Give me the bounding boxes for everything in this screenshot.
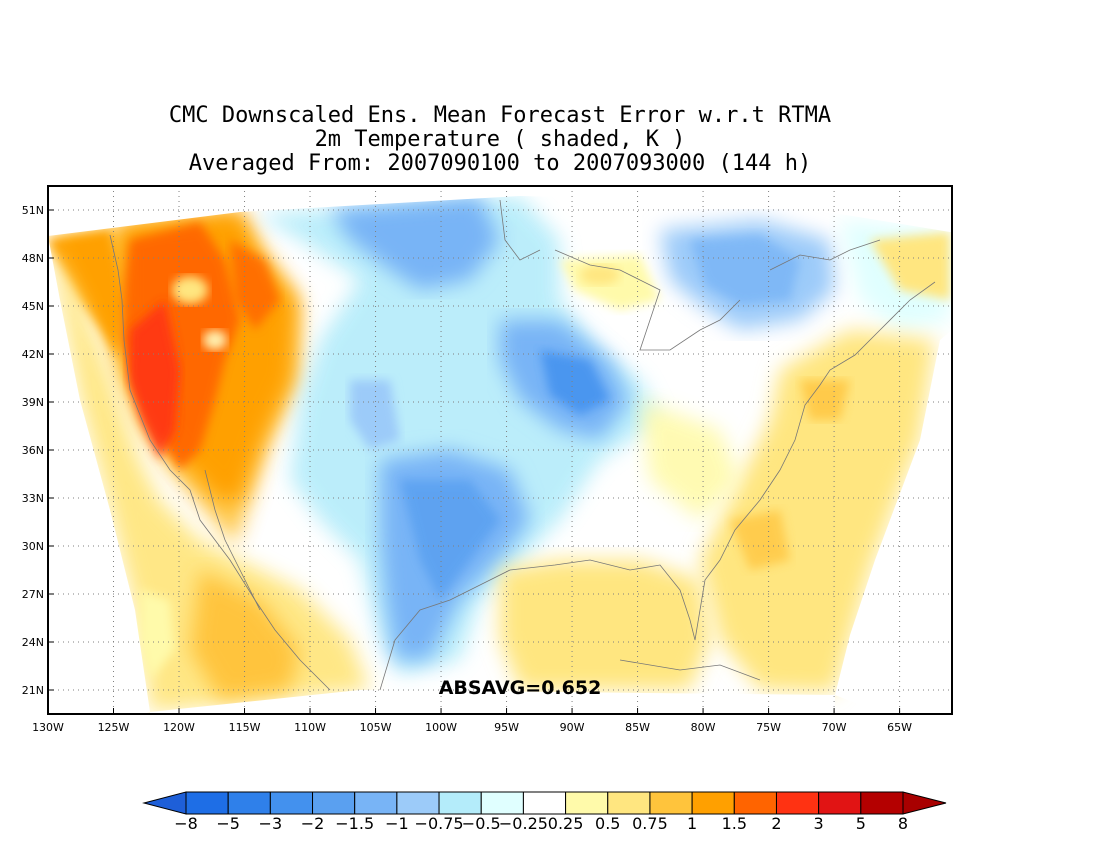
title-line-3: Averaged From: 2007090100 to 2007093000 … <box>188 151 812 176</box>
lon-tick-label: 95W <box>494 721 519 734</box>
colorbar-swatch <box>522 791 567 815</box>
colorbar-label: 0.5 <box>595 814 620 833</box>
absavg-annotation: ABSAVG=0.652 <box>439 677 602 699</box>
colorbar-label: −8 <box>174 814 198 833</box>
colorbar-over-arrow <box>902 791 947 815</box>
lon-tick-label: 80W <box>691 721 716 734</box>
colorbar-label: 0.25 <box>548 814 584 833</box>
lon-tick-label: 75W <box>756 721 781 734</box>
lat-tick-label: 39N <box>22 396 44 409</box>
colorbar-label: −0.25 <box>499 814 548 833</box>
lon-tick-label: 65W <box>887 721 912 734</box>
colorbar-label: 1 <box>687 814 697 833</box>
lon-tick-label: 130W <box>32 721 64 734</box>
lat-tick-label: 33N <box>22 492 44 505</box>
colorbar-swatch <box>649 791 693 815</box>
colorbar-swatch <box>396 791 440 815</box>
lon-tick-label: 120W <box>163 721 195 734</box>
colorbar-swatch <box>775 791 820 815</box>
colorbar-label: −0.75 <box>415 814 464 833</box>
lat-tick-label: 21N <box>22 684 44 697</box>
colorbar-swatch <box>438 791 482 815</box>
lat-tick-label: 48N <box>22 252 44 265</box>
lon-tick-label: 105W <box>360 721 392 734</box>
coastlines <box>109 199 936 691</box>
colorbar-label: 8 <box>898 814 908 833</box>
lat-tick-label: 27N <box>22 588 44 601</box>
axis-ticks: 51N 48N 45N 42N 39N 36N 33N 30N 27N 24N 21N 130W 125… <box>22 204 912 734</box>
title-line-1: CMC Downscaled Ens. Mean Forecast Error … <box>168 103 832 128</box>
colorbar-swatch <box>312 791 356 815</box>
colorbar-label: −0.5 <box>462 814 501 833</box>
colorbar-swatch <box>269 791 314 815</box>
colorbar-swatch <box>185 791 229 815</box>
lat-lon-grid <box>48 186 952 714</box>
title-line-2: 2m Temperature ( shaded, K ) <box>314 127 686 152</box>
lon-tick-label: 125W <box>98 721 130 734</box>
lon-tick-label: 115W <box>229 721 261 734</box>
error-field <box>48 186 952 714</box>
lat-tick-label: 45N <box>22 300 44 313</box>
colorbar-label: −1.5 <box>335 814 374 833</box>
colorbar-label: −5 <box>216 814 240 833</box>
colorbar-label: −2 <box>301 814 325 833</box>
lat-tick-label: 42N <box>22 348 44 361</box>
colorbar-swatch <box>607 791 651 815</box>
lon-tick-label: 85W <box>625 721 650 734</box>
colorbar-swatch <box>480 791 524 815</box>
colorbar-swatch <box>227 791 271 815</box>
colorbar-swatch <box>565 791 609 815</box>
lon-tick-label: 70W <box>822 721 847 734</box>
colorbar-swatch <box>860 791 904 815</box>
lat-tick-label: 30N <box>22 540 44 553</box>
lat-tick-label: 24N <box>22 636 44 649</box>
colorbar: −8 −5 −3 −2 −1.5 −1 −0.75−0.5−0.25 0.25 0.5 0.75 1… <box>142 791 947 833</box>
lon-tick-label: 100W <box>425 721 457 734</box>
lon-tick-label: 90W <box>560 721 585 734</box>
colorbar-label: 3 <box>814 814 824 833</box>
colorbar-label: 1.5 <box>722 814 747 833</box>
colorbar-swatch <box>818 791 862 815</box>
colorbar-swatch <box>354 791 398 815</box>
colorbar-swatch <box>691 791 735 815</box>
lat-tick-label: 36N <box>22 444 44 457</box>
lat-tick-label: 51N <box>22 204 44 217</box>
colorbar-label: −1 <box>385 814 409 833</box>
colorbar-label: 5 <box>856 814 866 833</box>
colorbar-swatch <box>733 791 777 815</box>
colorbar-label: 0.75 <box>632 814 668 833</box>
colorbar-label: −3 <box>259 814 283 833</box>
lon-tick-label: 110W <box>294 721 326 734</box>
colorbar-label: 2 <box>771 814 781 833</box>
colorbar-under-arrow <box>142 791 187 815</box>
